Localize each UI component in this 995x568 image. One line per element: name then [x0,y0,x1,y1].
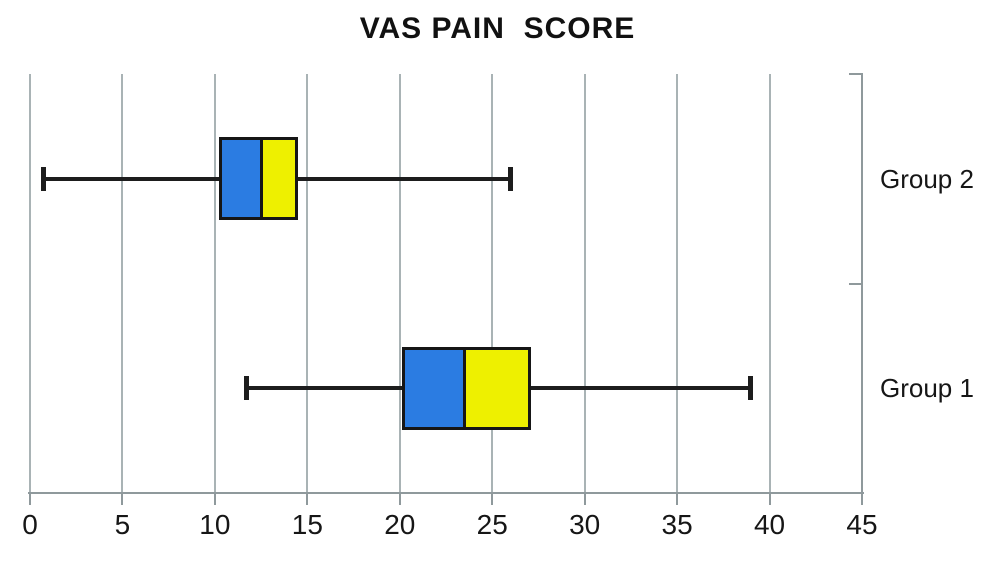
gridline [676,74,679,493]
x-axis-tick [583,493,586,505]
box-group-1 [401,346,532,430]
box-group-2 [218,137,299,221]
whisker-cap-max-group-2 [507,166,513,191]
right-axis-tick-2 [849,282,863,285]
x-tick-label: 35 [661,509,693,540]
gridline [213,74,216,493]
gridline [29,74,31,493]
right-axis-line [861,74,863,505]
category-label-group-1: Group 1 [880,373,974,404]
x-tick-label: 0 [22,509,38,540]
whisker-cap-min-group-1 [244,376,250,401]
x-axis-tick [213,493,216,505]
category-label-group-2: Group 2 [880,163,974,194]
x-tick-label: 40 [753,509,786,540]
x-tick-label: 20 [384,509,416,540]
x-tick-label: 15 [291,509,323,540]
gridline [306,74,309,493]
whisker-cap-min-group-2 [40,166,46,191]
chart-title: VAS PAIN SCORE [359,12,636,45]
x-axis-line [28,492,864,494]
gridline [583,74,586,493]
x-tick-label: 5 [114,509,131,540]
x-axis-tick [29,493,31,505]
right-axis-tick-1 [849,73,863,75]
whisker-cap-max-group-1 [748,376,754,401]
gridline [398,74,401,493]
gridline [768,74,771,493]
x-axis-tick [491,493,494,505]
box-lower-half-group-1 [404,349,466,427]
x-axis-tick [306,493,309,505]
x-tick-label: 30 [569,509,601,540]
x-axis-tick [121,493,124,505]
x-tick-label: 10 [199,509,231,540]
x-tick-label: 45 [846,509,878,540]
x-axis-tick [768,493,771,505]
x-tick-label: 25 [476,509,508,540]
x-axis-tick [398,493,401,505]
x-axis-tick [676,493,679,505]
gridline [491,74,494,493]
gridline [121,74,124,493]
box-lower-half-group-2 [221,140,263,218]
